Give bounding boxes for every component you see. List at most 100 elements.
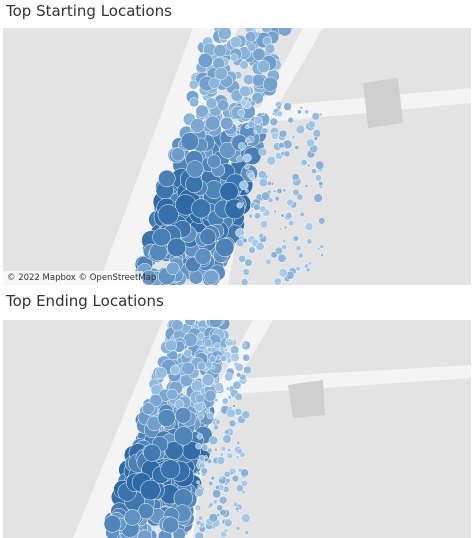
station-dot [282,188,287,193]
station-dot [226,408,236,418]
station-dot [306,138,315,148]
station-dot [154,366,168,380]
station-dot [226,452,234,459]
station-dot [240,278,249,285]
station-dot [166,261,180,276]
station-dot [303,263,310,269]
station-dot [208,77,221,89]
station-dot [162,516,179,534]
station-dot [213,424,219,431]
station-dot [278,268,288,278]
station-dot [242,268,250,276]
station-dot [243,365,252,375]
station-dot [217,28,232,41]
station-dot [234,392,243,402]
station-dot [143,443,161,462]
station-dot [166,388,178,401]
map: © 2022 Mapbox © OpenStreetMap [3,28,471,285]
station-dot [219,452,224,457]
station-dot [223,428,231,436]
station-dot [319,244,324,249]
station-dot [282,239,287,244]
station-dot [190,380,203,392]
station-dot [274,196,280,202]
station-dot [237,108,246,117]
station-dot [194,531,204,538]
station-dot [272,189,277,193]
station-dot [273,209,277,214]
station-dot [213,342,221,350]
station-dot [244,258,253,267]
station-dot [259,220,268,229]
station-dot [251,92,264,105]
station-dot [307,120,316,129]
station-dot [241,513,251,523]
station-dot [165,339,178,352]
water [253,88,471,123]
station-dot [206,458,213,465]
station-dot [300,159,308,167]
station-dot [188,269,204,285]
station-dot [207,347,213,353]
station-dot [288,219,295,226]
station-dot [295,245,302,252]
station-dot [296,109,302,115]
station-dot [171,320,184,332]
station-dot [295,266,301,272]
station-dot [244,164,250,170]
station-dot [261,191,271,201]
station-dot [201,373,215,387]
station-dot [203,338,213,347]
station-dot [239,180,249,190]
station-dot [236,372,242,378]
station-dot [262,76,278,92]
station-dot [294,145,300,150]
station-dot [213,397,219,403]
station-dot [207,447,213,454]
station-dot [270,251,278,259]
station-dot [311,168,317,175]
station-dot [238,142,246,151]
station-dot [239,85,251,98]
station-dot [236,126,241,131]
station-dot [208,480,214,487]
station-dot [295,124,306,135]
station-dot [201,404,206,409]
station-dot [242,353,251,362]
station-dot [283,225,288,230]
station-dot [198,515,204,521]
station-dot [267,197,274,203]
station-dot [261,112,266,117]
station-dot [181,361,195,376]
station-dot [219,141,237,159]
station-dot [222,434,232,444]
station-dot [281,244,287,250]
station-dot [297,252,304,259]
station-dot [312,129,322,138]
map [3,320,471,538]
station-dot [208,513,218,523]
station-dot [232,404,236,408]
station-dot [219,346,225,352]
station-dot [223,347,228,352]
station-dot [278,227,283,231]
station-dot [241,489,246,495]
station-dot [236,484,244,492]
station-dot [196,480,200,485]
station-dot [240,479,248,487]
station-dot [286,198,294,207]
station-dot [276,110,283,117]
station-dot [236,441,241,445]
station-dot [194,247,212,265]
station-dot [174,407,192,424]
station-dot [318,112,323,117]
station-dot [219,475,223,480]
station-dot [255,242,265,251]
station-dot [206,411,214,420]
station-dot [233,501,239,507]
station-dot [283,102,292,111]
station-dot [313,193,323,203]
station-dot [197,361,206,371]
station-dot [285,212,293,219]
park [363,78,403,128]
